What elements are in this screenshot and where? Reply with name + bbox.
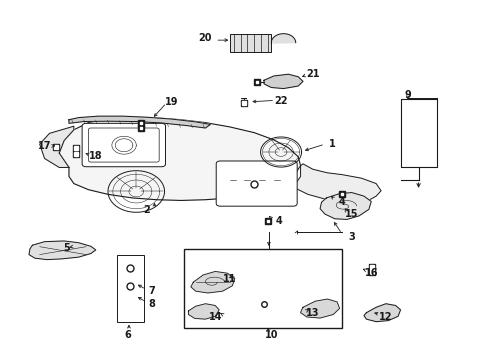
- Polygon shape: [300, 299, 339, 318]
- Text: 21: 21: [305, 69, 319, 79]
- Text: 4: 4: [275, 216, 282, 226]
- Text: 6: 6: [124, 330, 131, 340]
- Text: 14: 14: [208, 312, 222, 322]
- Polygon shape: [320, 193, 370, 220]
- Text: 19: 19: [164, 97, 178, 107]
- Bar: [183, 249, 341, 328]
- Polygon shape: [293, 164, 380, 203]
- Text: 12: 12: [378, 312, 392, 322]
- Text: 4: 4: [338, 197, 345, 207]
- FancyBboxPatch shape: [82, 123, 165, 167]
- Polygon shape: [40, 126, 74, 167]
- Text: 9: 9: [404, 90, 410, 100]
- Text: 18: 18: [89, 150, 102, 161]
- Polygon shape: [264, 74, 303, 89]
- Text: 22: 22: [274, 96, 287, 106]
- Text: 7: 7: [148, 286, 155, 296]
- Polygon shape: [363, 304, 400, 321]
- Polygon shape: [59, 117, 300, 201]
- Polygon shape: [190, 271, 234, 293]
- Text: 13: 13: [305, 309, 319, 318]
- Bar: [229, 34, 271, 51]
- Bar: [117, 255, 143, 321]
- Text: 15: 15: [345, 209, 358, 219]
- Polygon shape: [29, 241, 96, 260]
- Text: 11: 11: [223, 274, 236, 284]
- Text: 10: 10: [264, 330, 278, 340]
- Text: 8: 8: [148, 299, 155, 309]
- FancyBboxPatch shape: [216, 161, 297, 206]
- Text: 2: 2: [143, 206, 150, 216]
- Text: 17: 17: [38, 141, 51, 151]
- Polygon shape: [69, 116, 210, 128]
- Text: 3: 3: [347, 232, 354, 242]
- Text: 5: 5: [63, 243, 70, 253]
- Text: 16: 16: [364, 268, 377, 278]
- FancyBboxPatch shape: [88, 128, 159, 162]
- Polygon shape: [271, 34, 295, 43]
- Text: 20: 20: [198, 33, 212, 43]
- Bar: [400, 99, 436, 167]
- Text: 1: 1: [328, 139, 335, 149]
- Polygon shape: [188, 304, 219, 319]
